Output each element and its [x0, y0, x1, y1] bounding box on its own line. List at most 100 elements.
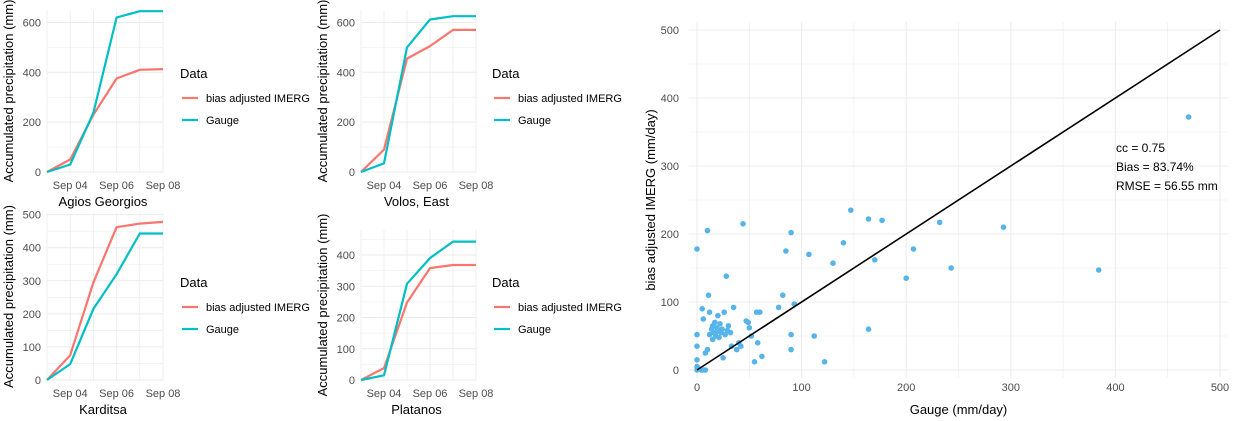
panel-title: Karditsa [79, 402, 127, 417]
scatter-point [830, 260, 836, 267]
y-axis-label: Accumulated precipitation (mm) [315, 0, 330, 182]
scatter-point [727, 329, 734, 336]
y-axis-label: Accumulated precipitation (mm) [315, 214, 330, 397]
legend-title: Data [180, 275, 208, 290]
scatter-panel: 0 100 200 300 400 500 0 100 200 300 400 500 Gauge (m… [643, 22, 1229, 417]
legend-label: Gauge [518, 115, 551, 127]
scatter-point [865, 326, 872, 333]
stat-annotation: cc = 0.75 [1116, 141, 1165, 155]
y-tick-label: 0 [673, 365, 679, 377]
scatter-point [788, 229, 794, 236]
scatter-point [694, 357, 700, 363]
y-tick-label: 100 [337, 344, 355, 356]
line-panel-3: 0 100 200 300 400 500 Sep 04 Sep 06 Sep 08 Accumu… [1, 205, 310, 417]
legend: Data bias adjusted IMERG Gauge [492, 66, 622, 127]
scatter-point [705, 292, 712, 299]
series-line-gauge [46, 10, 163, 174]
stat-annotation: RMSE = 56.55 mm [1116, 179, 1218, 193]
y-tick-label: 100 [23, 342, 41, 354]
legend-label: Gauge [206, 324, 239, 336]
scatter-point [712, 319, 718, 326]
legend-label: Gauge [518, 324, 551, 336]
series-line-gauge [360, 240, 476, 382]
scatter-point [733, 346, 740, 353]
y-tick-label: 0 [349, 375, 355, 387]
panel-title: Platanos [391, 402, 442, 417]
x-tick-label: 0 [694, 382, 700, 394]
scatter-point [865, 216, 872, 222]
scatter-point [783, 248, 789, 254]
y-tick-label: 400 [337, 250, 355, 262]
scatter-point [936, 219, 943, 226]
scatter-point [704, 227, 711, 234]
x-tick-label: Sep 04 [53, 388, 88, 400]
scatter-point [751, 359, 758, 365]
legend-label: bias adjusted IMERG [206, 93, 310, 105]
scatter-point [716, 334, 722, 341]
legend-label: Gauge [206, 115, 239, 127]
x-tick-label: Sep 08 [146, 388, 181, 400]
stat-annotation: Bias = 83.74% [1116, 160, 1194, 174]
legend-label: bias adjusted IMERG [518, 302, 622, 314]
scatter-point [745, 319, 752, 326]
x-tick-label: Sep 08 [146, 180, 181, 192]
scatter-point [775, 304, 782, 311]
y-tick-label: 600 [23, 17, 41, 29]
y-tick-label: 400 [337, 67, 355, 79]
scatter-point [1185, 114, 1192, 120]
scatter-point [754, 340, 761, 346]
scatter-point [694, 343, 700, 350]
scatter-point [694, 246, 700, 252]
scatter-point [746, 325, 753, 331]
legend-label: bias adjusted IMERG [206, 302, 310, 314]
x-tick-label: Sep 06 [99, 180, 134, 192]
y-tick-label: 500 [661, 25, 679, 37]
scatter-point [806, 251, 812, 258]
y-axis-label: bias adjusted IMERG (mm/day) [643, 109, 658, 290]
panel-title: Volos, East [384, 194, 449, 209]
scatter-point [903, 275, 909, 282]
y-tick-label: 0 [35, 167, 41, 179]
legend-title: Data [180, 66, 208, 81]
x-tick-label: Sep 04 [367, 388, 402, 400]
scatter-point [725, 323, 732, 329]
reference-line [696, 29, 1221, 371]
line-panel-4: 0 100 200 300 400 Sep 04 Sep 06 Sep 08 Accumulat… [315, 214, 622, 417]
x-tick-label: 400 [1106, 382, 1124, 394]
scatter-point [715, 312, 721, 319]
scatter-point [702, 367, 709, 373]
scatter-point [948, 265, 954, 271]
scatter-point [694, 331, 700, 338]
y-axis-label: Accumulated precipitation (mm) [1, 205, 16, 388]
series-line-imerg [360, 28, 476, 173]
x-tick-label: Sep 04 [367, 180, 402, 192]
scatter-point [879, 217, 885, 224]
scatter-point [1095, 267, 1102, 273]
scatter-point [706, 309, 713, 316]
x-tick-label: Sep 06 [99, 388, 134, 400]
legend-title: Data [492, 66, 520, 81]
y-tick-label: 600 [337, 17, 355, 29]
scatter-point [757, 309, 763, 316]
legend-label: bias adjusted IMERG [518, 93, 622, 105]
scatter-point [788, 346, 794, 353]
series-line-imerg [360, 263, 476, 381]
scatter-point [721, 309, 727, 316]
series-line-gauge [360, 15, 476, 174]
scatter-point [738, 343, 744, 350]
x-tick-label: Sep 06 [413, 180, 448, 192]
x-tick-label: Sep 06 [413, 388, 448, 400]
x-tick-label: 300 [1002, 382, 1020, 394]
y-tick-label: 500 [23, 210, 41, 222]
x-tick-label: Sep 04 [53, 180, 88, 192]
x-tick-label: 100 [792, 382, 810, 394]
y-tick-label: 0 [349, 167, 355, 179]
x-tick-label: 200 [897, 382, 915, 394]
scatter-point [759, 353, 765, 360]
x-axis-label: Gauge (mm/day) [910, 402, 1008, 417]
scatter-point [730, 304, 737, 311]
y-axis-label: Accumulated precipitation (mm) [1, 0, 16, 182]
y-tick-label: 400 [23, 67, 41, 79]
